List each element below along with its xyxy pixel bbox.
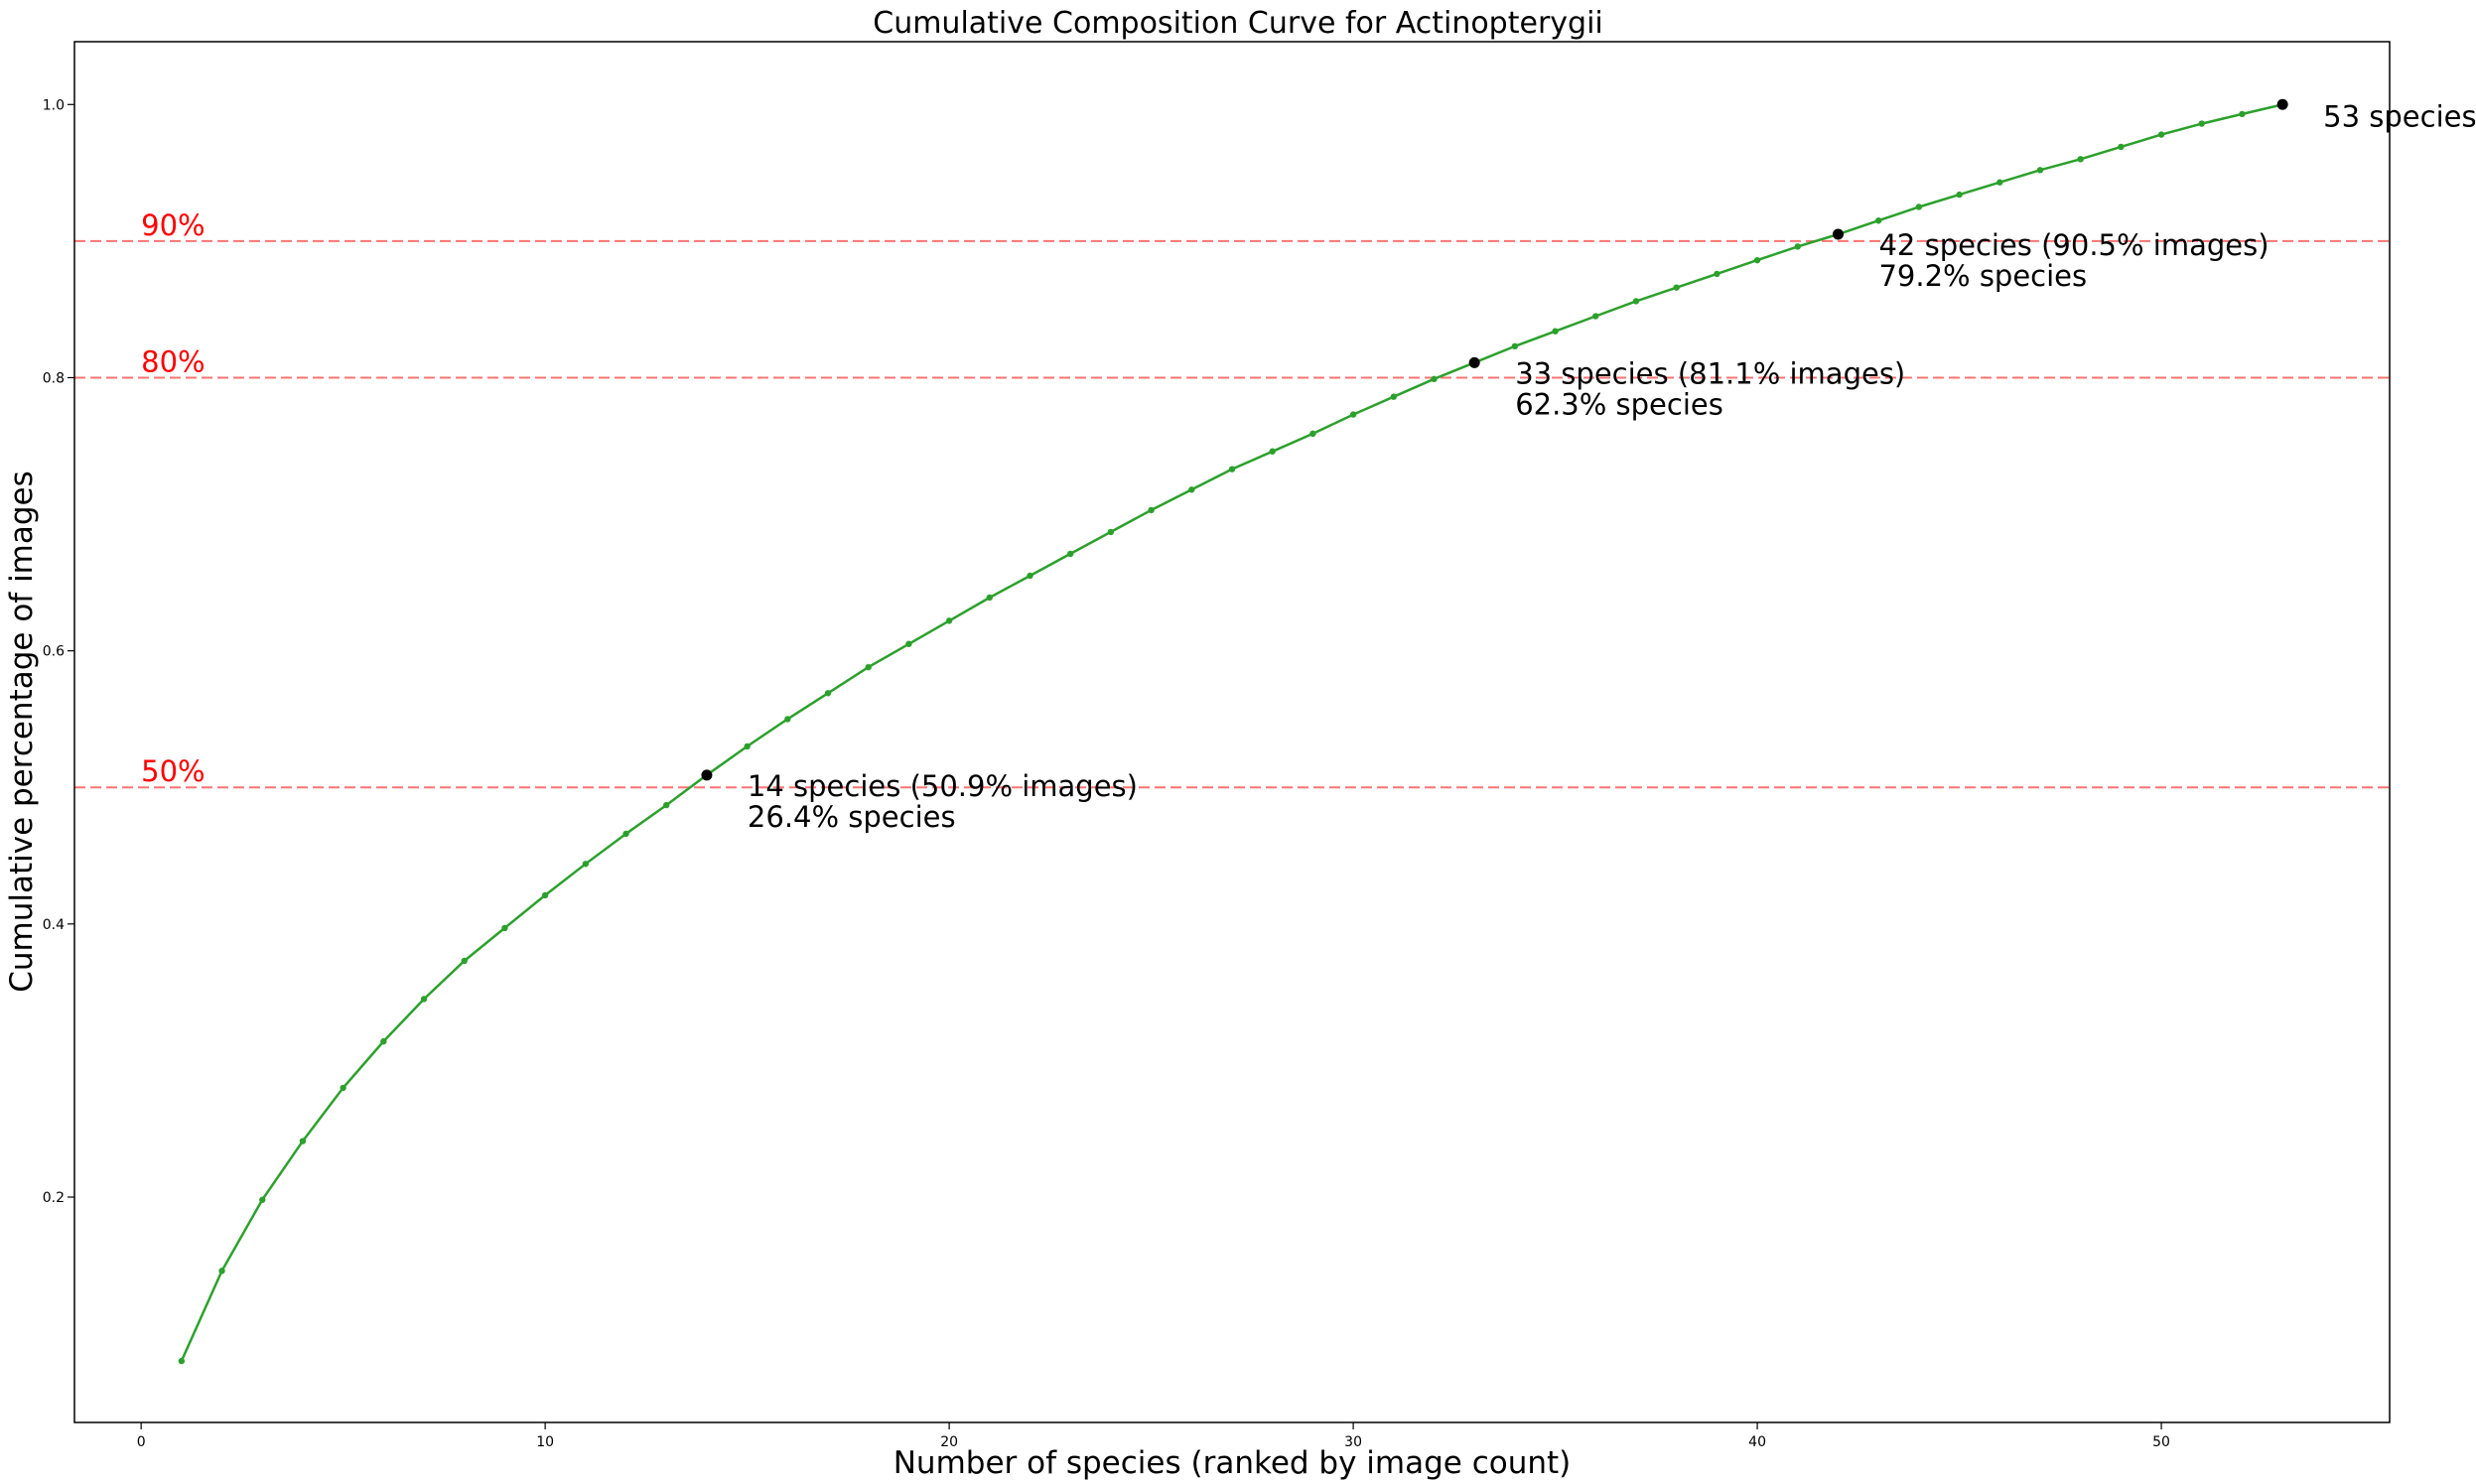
curve-point [1148, 506, 1155, 514]
curve-markers [178, 101, 2286, 1365]
curve-point [1632, 298, 1640, 305]
x-axis-ticks: 0 10 20 30 40 50 [137, 1422, 2170, 1450]
curve-point [1794, 243, 1801, 250]
curve-point [299, 1138, 307, 1145]
y-tick-label: 0.4 [43, 917, 65, 933]
y-axis-label: Cumulative percentage of images [4, 471, 40, 993]
curve-point [2239, 110, 2246, 118]
curve-point [1228, 466, 1236, 472]
highlight-label-53: 53 species [2323, 99, 2476, 133]
highlight-point-33 [1468, 356, 1480, 368]
curve-point [340, 1084, 346, 1092]
curve-point [1067, 550, 1074, 558]
curve-point [1592, 313, 1599, 320]
highlight-label-14: 14 species (50.9% images) [748, 769, 1138, 803]
curve-point [1753, 256, 1761, 264]
y-tick-label: 0.8 [43, 370, 65, 386]
curve-point [1188, 486, 1195, 493]
curve-point [905, 640, 912, 647]
x-tick-label: 0 [137, 1434, 146, 1450]
threshold-lines: 90% 80% 50% [74, 208, 2390, 789]
curve-point [582, 861, 590, 868]
plot-frame [73, 41, 2391, 1423]
curve-point [986, 594, 994, 602]
curve-point [1390, 393, 1397, 400]
threshold-label-90: 90% [141, 208, 205, 242]
threshold-label-50: 50% [141, 754, 205, 788]
curve-point [1511, 342, 1519, 350]
curve-point [218, 1268, 225, 1275]
curve-point [1349, 411, 1357, 418]
highlight-label-33: 33 species (81.1% images) [1515, 356, 1905, 390]
curve-point [259, 1196, 266, 1203]
y-tick-label: 1.0 [43, 97, 65, 113]
curve-point [1915, 203, 1923, 210]
curve-point [1874, 217, 1882, 224]
curve-point [178, 1357, 186, 1365]
highlight-sublabel-33: 62.3% species [1515, 387, 1723, 421]
curve-point [865, 663, 872, 671]
curve-point [622, 830, 629, 838]
curve-point [1431, 375, 1438, 383]
highlight-sublabel-42: 79.2% species [1878, 259, 2087, 293]
curve-point [501, 924, 508, 932]
curve-point [824, 690, 832, 697]
curve-point [2118, 143, 2125, 151]
x-tick-label: 40 [1748, 1434, 1766, 1450]
curve-point [2077, 156, 2084, 163]
curve-point [541, 891, 549, 899]
highlight-point-42 [1832, 228, 1844, 240]
curve-point [1552, 328, 1559, 335]
y-tick-label: 0.6 [43, 644, 65, 660]
curve-point [2198, 120, 2205, 127]
curve-point [380, 1037, 387, 1045]
curve-point [1956, 191, 1963, 199]
highlight-points: 14 species (50.9% images)26.4% species 33… [701, 98, 2476, 834]
x-tick-label: 30 [1344, 1434, 1362, 1450]
curve-point [784, 716, 791, 723]
curve-point [1309, 430, 1316, 438]
highlight-point-53 [2276, 98, 2288, 110]
curve-point [1996, 179, 2003, 186]
curve-point [1027, 572, 1033, 580]
x-axis-label: Number of species (ranked by image count… [894, 1445, 1572, 1481]
cumulative-curve-line [180, 103, 2283, 1362]
y-axis-ticks: 0.2 0.4 0.6 0.8 1.0 [43, 97, 74, 1206]
x-tick-label: 20 [940, 1434, 958, 1450]
x-tick-label: 50 [2152, 1434, 2170, 1450]
curve-point [945, 617, 953, 624]
x-tick-label: 10 [536, 1434, 554, 1450]
curve-group [180, 103, 2283, 1362]
curve-point [1269, 448, 1276, 455]
y-tick-label: 0.2 [43, 1190, 65, 1206]
curve-point [2157, 131, 2165, 138]
threshold-label-80: 80% [141, 344, 205, 378]
curve-point [1714, 270, 1720, 278]
curve-point [744, 742, 751, 750]
curve-point [461, 957, 468, 965]
curve-point [2036, 167, 2044, 174]
highlight-label-42: 42 species (90.5% images) [1878, 228, 2269, 262]
curve-point [1673, 284, 1680, 291]
curve-point [663, 801, 670, 809]
highlight-point-14 [701, 769, 713, 781]
curve-point [1107, 528, 1115, 536]
chart-title: Cumulative Composition Curve for Actinop… [873, 6, 1603, 41]
curve-point [420, 996, 428, 1003]
highlight-sublabel-14: 26.4% species [748, 800, 956, 834]
